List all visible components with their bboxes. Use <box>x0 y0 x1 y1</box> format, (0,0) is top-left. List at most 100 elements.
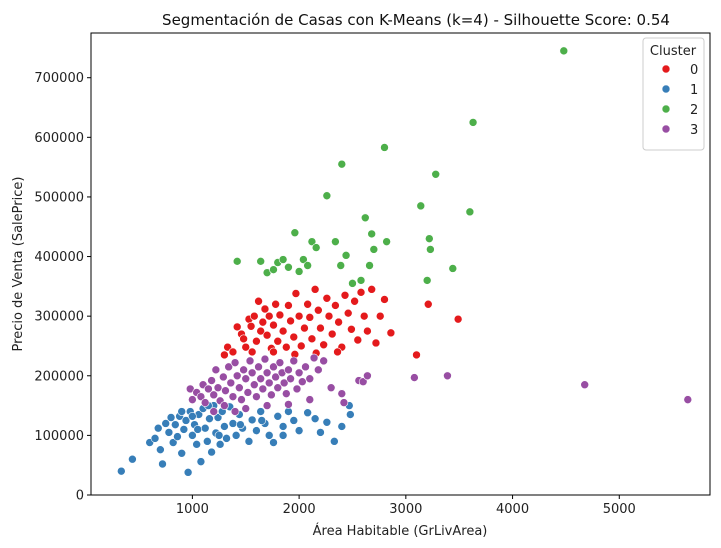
data-point-cluster-0 <box>271 299 280 309</box>
data-point-cluster-1 <box>220 422 229 431</box>
data-point-cluster-1 <box>179 425 189 434</box>
data-point-cluster-1 <box>278 431 288 440</box>
data-point-cluster-2 <box>256 257 265 266</box>
data-point-cluster-0 <box>241 342 251 352</box>
data-point-cluster-0 <box>258 317 268 327</box>
data-point-cluster-1 <box>337 422 347 431</box>
data-point-cluster-3 <box>204 384 213 394</box>
data-point-cluster-3 <box>247 368 257 378</box>
data-point-cluster-1 <box>203 437 212 446</box>
data-point-cluster-0 <box>289 332 299 342</box>
data-point-cluster-2 <box>284 262 293 272</box>
data-point-cluster-0 <box>380 295 389 304</box>
data-point-cluster-1 <box>150 434 160 443</box>
data-point-cluster-3 <box>252 392 261 401</box>
data-point-cluster-0 <box>284 301 293 310</box>
x-tick-label: 5000 <box>603 502 636 517</box>
data-point-cluster-3 <box>249 380 259 390</box>
data-point-cluster-0 <box>340 290 350 300</box>
data-point-cluster-3 <box>207 376 216 385</box>
data-point-cluster-3 <box>358 377 368 387</box>
data-point-cluster-3 <box>258 384 268 394</box>
data-point-cluster-0 <box>375 311 385 321</box>
data-point-cluster-1 <box>196 457 206 466</box>
data-point-cluster-1 <box>257 416 267 425</box>
y-tick-label: 600000 <box>34 131 84 146</box>
data-point-cluster-0 <box>252 336 261 346</box>
data-point-cluster-0 <box>228 347 238 357</box>
data-point-cluster-1 <box>171 420 180 429</box>
y-axis: 0 100000 200000 300000 400000 500000 600000 700… <box>34 71 91 504</box>
x-tick-label: 4000 <box>496 502 529 517</box>
data-point-cluster-2 <box>431 169 441 179</box>
data-point-cluster-0 <box>319 340 328 350</box>
data-point-cluster-0 <box>239 334 248 344</box>
data-point-cluster-2 <box>341 251 351 260</box>
data-point-cluster-3 <box>196 392 206 401</box>
data-point-cluster-1 <box>278 422 288 431</box>
data-point-cluster-1 <box>164 428 174 437</box>
data-point-cluster-3 <box>326 383 336 392</box>
data-point-cluster-3 <box>305 374 315 384</box>
data-point-cluster-2 <box>322 191 332 201</box>
data-point-cluster-1 <box>161 419 171 428</box>
data-point-cluster-1 <box>192 440 201 449</box>
data-point-cluster-0 <box>296 341 306 351</box>
data-point-cluster-0 <box>310 285 320 294</box>
y-axis-title: Precio de Venta (SalePrice) <box>11 177 26 352</box>
data-point-cluster-1 <box>269 438 278 447</box>
data-point-cluster-1 <box>181 416 191 425</box>
data-point-cluster-0 <box>264 311 274 321</box>
data-point-cluster-0 <box>262 330 272 340</box>
data-points <box>117 46 693 477</box>
data-point-cluster-0 <box>363 326 372 336</box>
data-point-cluster-1 <box>284 407 293 416</box>
data-point-cluster-2 <box>337 159 347 169</box>
data-point-cluster-1 <box>128 454 137 464</box>
y-tick-label: 100000 <box>34 429 84 444</box>
data-point-cluster-1 <box>228 419 238 428</box>
data-point-cluster-1 <box>177 407 187 416</box>
data-point-cluster-0 <box>367 285 376 294</box>
data-point-cluster-3 <box>254 362 263 372</box>
data-point-cluster-3 <box>286 374 295 384</box>
data-point-cluster-3 <box>209 390 219 400</box>
data-point-cluster-3 <box>219 372 228 382</box>
data-point-cluster-1 <box>188 431 197 440</box>
legend: Cluster 0 1 2 3 <box>642 37 705 151</box>
data-point-cluster-3 <box>305 395 315 404</box>
data-point-cluster-0 <box>334 317 343 327</box>
data-point-cluster-0 <box>246 321 256 331</box>
data-point-cluster-0 <box>273 336 283 346</box>
data-point-cluster-3 <box>301 362 310 372</box>
data-point-cluster-3 <box>220 401 229 410</box>
data-point-cluster-2 <box>425 234 434 243</box>
data-point-cluster-2 <box>290 228 300 238</box>
data-point-cluster-3 <box>264 378 274 388</box>
y-tick-label: 500000 <box>34 190 84 205</box>
data-point-cluster-0 <box>322 293 332 303</box>
data-point-cluster-3 <box>241 374 251 384</box>
data-point-cluster-3 <box>185 384 195 394</box>
data-point-cluster-3 <box>580 380 590 390</box>
data-point-cluster-3 <box>235 383 244 392</box>
data-point-cluster-1 <box>322 417 332 427</box>
data-point-cluster-3 <box>337 389 347 398</box>
data-point-cluster-2 <box>468 118 478 127</box>
data-point-cluster-3 <box>292 384 302 394</box>
data-point-cluster-0 <box>359 311 369 321</box>
data-point-cluster-3 <box>275 358 285 367</box>
data-point-cluster-0 <box>386 328 396 338</box>
data-point-cluster-0 <box>249 311 259 321</box>
data-point-cluster-2 <box>422 276 432 285</box>
data-point-cluster-3 <box>213 383 223 392</box>
data-point-cluster-0 <box>316 323 325 333</box>
data-point-cluster-3 <box>226 378 236 388</box>
data-point-cluster-0 <box>282 342 291 352</box>
legend-label-1: 1 <box>690 83 698 98</box>
data-point-cluster-1 <box>252 426 261 435</box>
data-point-cluster-3 <box>314 365 323 375</box>
data-point-cluster-3 <box>221 386 230 395</box>
data-point-cluster-2 <box>303 261 312 270</box>
data-point-cluster-2 <box>299 255 308 264</box>
